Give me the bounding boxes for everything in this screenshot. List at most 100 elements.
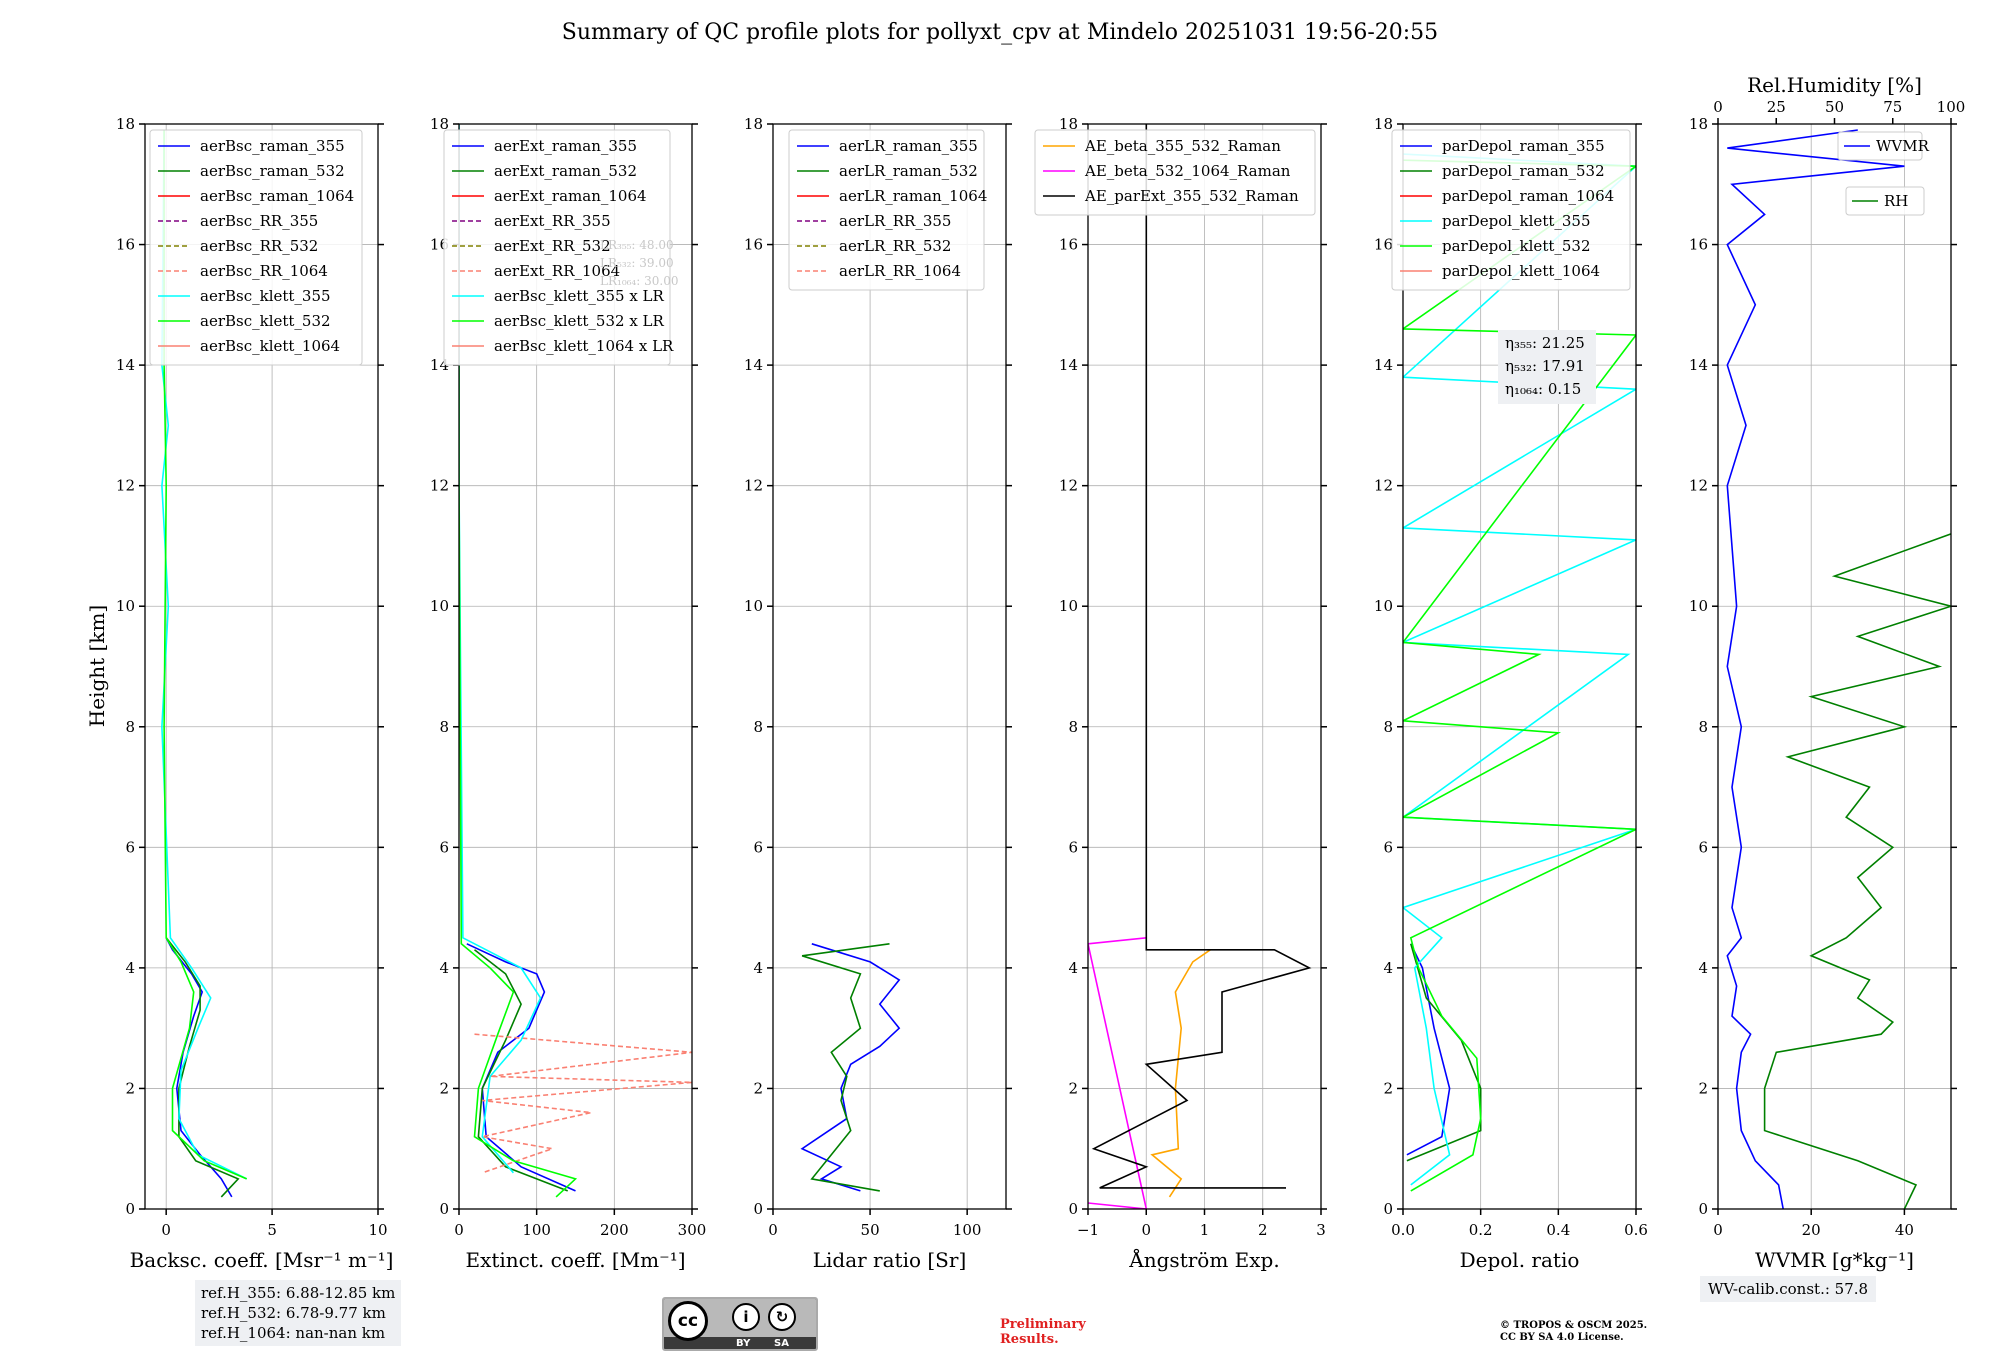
series-aerlr-raman-532 xyxy=(801,943,890,1192)
axes-frame xyxy=(1717,123,1952,1210)
ytick-label: 10 xyxy=(430,597,449,615)
legend-label: aerBsc_RR_532 xyxy=(200,237,318,255)
ytick-label: 10 xyxy=(116,597,135,615)
xtick-label: 0 xyxy=(454,1221,464,1239)
ytick-label: 0 xyxy=(125,1200,135,1218)
ytick-label: 12 xyxy=(744,477,763,495)
legend-label: parDepol_raman_355 xyxy=(1442,137,1605,155)
ytick-label: 4 xyxy=(1068,959,1078,977)
preliminary-line-1: Preliminary xyxy=(1000,1317,1086,1332)
xtick-label: 5 xyxy=(267,1221,277,1239)
ytick-label: 12 xyxy=(1689,477,1708,495)
ytick-label: 4 xyxy=(125,959,135,977)
ytick-label: 16 xyxy=(1689,236,1708,254)
x-axis-label: Backsc. coeff. [Msr⁻¹ m⁻¹] xyxy=(130,1248,394,1272)
series-aerlr-raman-355 xyxy=(800,943,901,1192)
legend-label: aerLR_raman_532 xyxy=(839,162,978,180)
ytick-label: 6 xyxy=(1383,838,1393,856)
legend-label: aerLR_RR_532 xyxy=(839,237,951,255)
legend-label: parDepol_raman_532 xyxy=(1442,162,1605,180)
axes-frame xyxy=(144,123,379,1210)
sa-label: SA xyxy=(774,1338,789,1349)
ytick-label: 4 xyxy=(753,959,763,977)
legend-box xyxy=(1034,129,1316,216)
legend-label: aerBsc_raman_532 xyxy=(200,162,345,180)
axes-frame xyxy=(1087,123,1322,1210)
legend-label: aerBsc_klett_355 x LR xyxy=(494,287,665,305)
ytick-label: 18 xyxy=(744,115,763,133)
lr-annotation: LR₁₀₆₄: 30.00 xyxy=(600,274,678,288)
share-alike-icon: ↻ xyxy=(768,1303,796,1331)
ytick-label: 12 xyxy=(430,477,449,495)
xtick-label: 0.4 xyxy=(1546,1221,1570,1239)
xtick-label: 0 xyxy=(768,1221,778,1239)
ytick-label: 8 xyxy=(1068,718,1078,736)
legend-box xyxy=(1837,131,1923,161)
ytick-label: 12 xyxy=(116,477,135,495)
ytick-label: 0 xyxy=(753,1200,763,1218)
xtick-label: 0.6 xyxy=(1624,1221,1648,1239)
ytick-label: 0 xyxy=(439,1200,449,1218)
xtick-label: 40 xyxy=(1895,1221,1914,1239)
cc-by-sa-license-badge[interactable]: cc i ↻ BY SA xyxy=(662,1297,818,1351)
series-rh xyxy=(1763,533,1951,1209)
ytick-label: 18 xyxy=(116,115,135,133)
ytick-label: 6 xyxy=(125,838,135,856)
ytick-label: 16 xyxy=(1374,236,1393,254)
legend-label: aerBsc_RR_1064 xyxy=(200,262,328,280)
legend-label: aerExt_raman_355 xyxy=(494,137,637,155)
eta-annotation: η₅₃₂: 17.91 xyxy=(1505,357,1585,375)
series-pardepol-klett-355 xyxy=(1403,153,1636,1186)
legend-label: aerLR_RR_355 xyxy=(839,212,951,230)
series-aerbsc-raman-355 xyxy=(165,937,233,1198)
xtick-label: 0 xyxy=(1141,1221,1151,1239)
legend-label: aerBsc_klett_1064 x LR xyxy=(494,337,674,355)
xtick-label: 10 xyxy=(368,1221,387,1239)
panel-bsc: 0 2 4 6 8 10 12 14 16 18 0 5 10 Backsc. coeff. [Msr⁻¹… xyxy=(116,115,393,1272)
xtick-label: 100 xyxy=(953,1221,982,1239)
ytick-label: 2 xyxy=(125,1079,135,1097)
legend-label: aerExt_raman_532 xyxy=(494,162,637,180)
ref-height-1064: ref.H_1064: nan-nan km xyxy=(201,1324,386,1342)
x-axis-label: Ångström Exp. xyxy=(1128,1247,1279,1272)
legend-label: aerBsc_klett_355 xyxy=(200,287,331,305)
legend-box xyxy=(443,129,671,366)
by-label: BY xyxy=(736,1338,751,1349)
x2tick-label: 100 xyxy=(1937,98,1966,116)
wv-calibration-constant: WV-calib.const.: 57.8 xyxy=(1700,1276,1877,1302)
figure-title: Summary of QC profile plots for pollyxt_… xyxy=(561,20,1439,45)
legend-box xyxy=(1391,129,1631,291)
series-ae-parext-355-532-raman xyxy=(1091,124,1312,1189)
x-axis-label: Extinct. coeff. [Mm⁻¹] xyxy=(465,1248,685,1272)
preliminary-results-note: Preliminary Results. xyxy=(1000,1317,1086,1347)
legend-box xyxy=(149,129,363,366)
x-axis-label: Depol. ratio xyxy=(1460,1248,1580,1272)
series-group xyxy=(459,124,692,1198)
x-axis-label: Lidar ratio [Sr] xyxy=(813,1248,967,1272)
ref-height-355: ref.H_355: 6.88-12.85 km xyxy=(201,1284,396,1302)
axes-frame xyxy=(772,123,1007,1210)
ytick-label: 18 xyxy=(430,115,449,133)
ytick-label: 4 xyxy=(1383,959,1393,977)
legend-label: parDepol_klett_1064 xyxy=(1442,262,1600,280)
x2tick-label: 25 xyxy=(1767,98,1786,116)
ytick-label: 8 xyxy=(125,718,135,736)
legend-label: AE_beta_532_1064_Raman xyxy=(1084,162,1291,180)
legend-label: aerExt_RR_355 xyxy=(494,212,611,230)
series-aerext-raman-532 xyxy=(474,949,568,1192)
series-aerbsc-raman-532 xyxy=(165,937,240,1198)
reference-heights-box: ref.H_355: 6.88-12.85 km ref.H_532: 6.78… xyxy=(195,1280,402,1346)
x2tick-label: 50 xyxy=(1825,98,1844,116)
copyright-line-1: © TROPOS & OSCM 2025. xyxy=(1500,1320,1648,1331)
legend-label: WVMR xyxy=(1876,137,1930,155)
series-pardepol-raman-532 xyxy=(1406,943,1482,1162)
ytick-label: 8 xyxy=(753,718,763,736)
ytick-label: 6 xyxy=(1068,838,1078,856)
ytick-label: 18 xyxy=(1689,115,1708,133)
x2tick-label: 0 xyxy=(1713,98,1723,116)
legend-box xyxy=(1845,186,1925,216)
xtick-label: 200 xyxy=(600,1221,629,1239)
x2-axis-label: Rel.Humidity [%] xyxy=(1747,73,1922,97)
ytick-label: 10 xyxy=(744,597,763,615)
